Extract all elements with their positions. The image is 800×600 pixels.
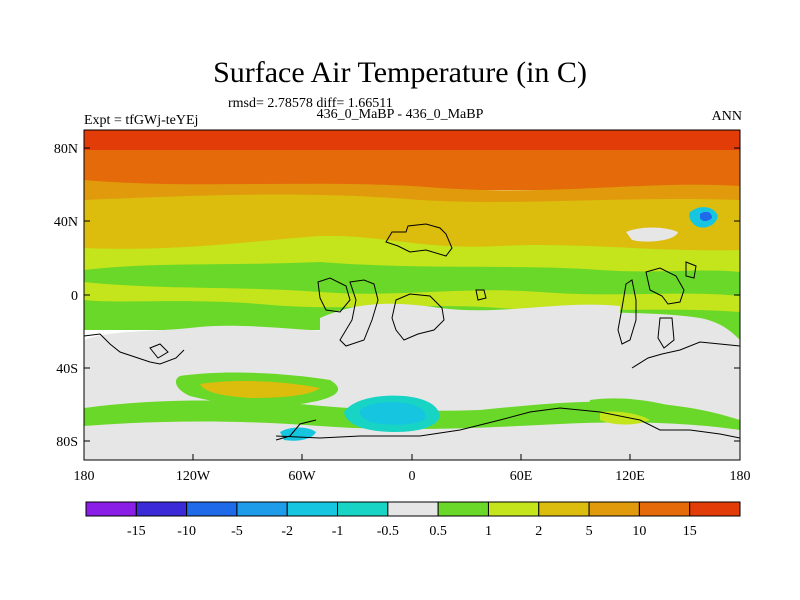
x-tick-labels: 180 120W 60W 0 60E 120E 180 — [74, 469, 751, 484]
colorbar-label: -0.5 — [377, 524, 399, 539]
x-tick-label: 120W — [176, 469, 211, 484]
colorbar-bin — [387, 501, 439, 517]
y-tick-label: 80N — [54, 142, 78, 157]
stats-label: rmsd= 2.78578 diff= 1.66511 — [228, 96, 393, 111]
colorbar-labels: -15 -10 -5 -2 -1 -0.5 0.5 1 2 5 10 15 — [127, 524, 697, 539]
y-tick-label: 40N — [54, 215, 78, 230]
colorbar-bin — [236, 501, 288, 517]
y-axis — [84, 147, 740, 442]
colorbar-label: 15 — [683, 524, 697, 539]
x-tick-label: 60E — [510, 469, 533, 484]
colorbar-label: -5 — [231, 524, 243, 539]
x-tick-label: 180 — [730, 469, 751, 484]
colorbar-bin — [337, 501, 389, 517]
x-axis — [83, 454, 741, 460]
colorbar-label: 5 — [586, 524, 593, 539]
neutral-spot-north — [626, 227, 678, 242]
y-tick-label: 0 — [71, 289, 78, 304]
colorbar-label: 1 — [485, 524, 492, 539]
colorbar-label: 0.5 — [429, 524, 447, 539]
band-subpolar-north — [84, 150, 740, 190]
colorbar-bin — [638, 501, 691, 517]
colorbar-label: -1 — [332, 524, 344, 539]
temperature-field — [84, 130, 740, 460]
colorbar-bin — [437, 501, 489, 517]
colorbar-bin — [588, 501, 640, 517]
neutral-fill-far-south — [84, 421, 740, 460]
colorbar-label: -10 — [177, 524, 196, 539]
colorbar-bin — [538, 501, 590, 517]
colorbar-bin — [85, 501, 137, 517]
y-tick-label: 80S — [56, 435, 78, 450]
colorbar-bin — [689, 501, 741, 517]
x-tick-label: 180 — [74, 469, 95, 484]
colorbar-label: -15 — [127, 524, 146, 539]
chart-title: Surface Air Temperature (in C) — [213, 56, 587, 89]
coastlines — [84, 223, 740, 441]
experiment-label: Expt = tfGWj-teYEj — [84, 113, 199, 128]
band-tropics-south — [84, 282, 740, 312]
colorbar-bin — [286, 501, 339, 517]
colorbar-label: 2 — [535, 524, 542, 539]
colorbar-bin — [186, 501, 238, 517]
cold-patch-core — [359, 402, 426, 425]
season-label: ANN — [711, 109, 742, 124]
colorbar — [85, 501, 741, 517]
colorbar-bin — [135, 501, 188, 517]
colorbar-label: -2 — [281, 524, 293, 539]
y-tick-labels: 80N 40N 0 40S 80S — [54, 142, 78, 450]
y-tick-label: 40S — [56, 362, 78, 377]
x-tick-label: 60W — [288, 469, 316, 484]
x-tick-label: 0 — [409, 469, 416, 484]
colorbar-label: 10 — [632, 524, 646, 539]
x-tick-label: 120E — [615, 469, 645, 484]
yellow-patch-southwest — [200, 381, 320, 398]
chart-subtitle: 436_0_MaBP - 436_0_MaBP — [316, 107, 484, 122]
cold-spot-north-core — [700, 211, 712, 221]
colorbar-bin — [487, 501, 540, 517]
